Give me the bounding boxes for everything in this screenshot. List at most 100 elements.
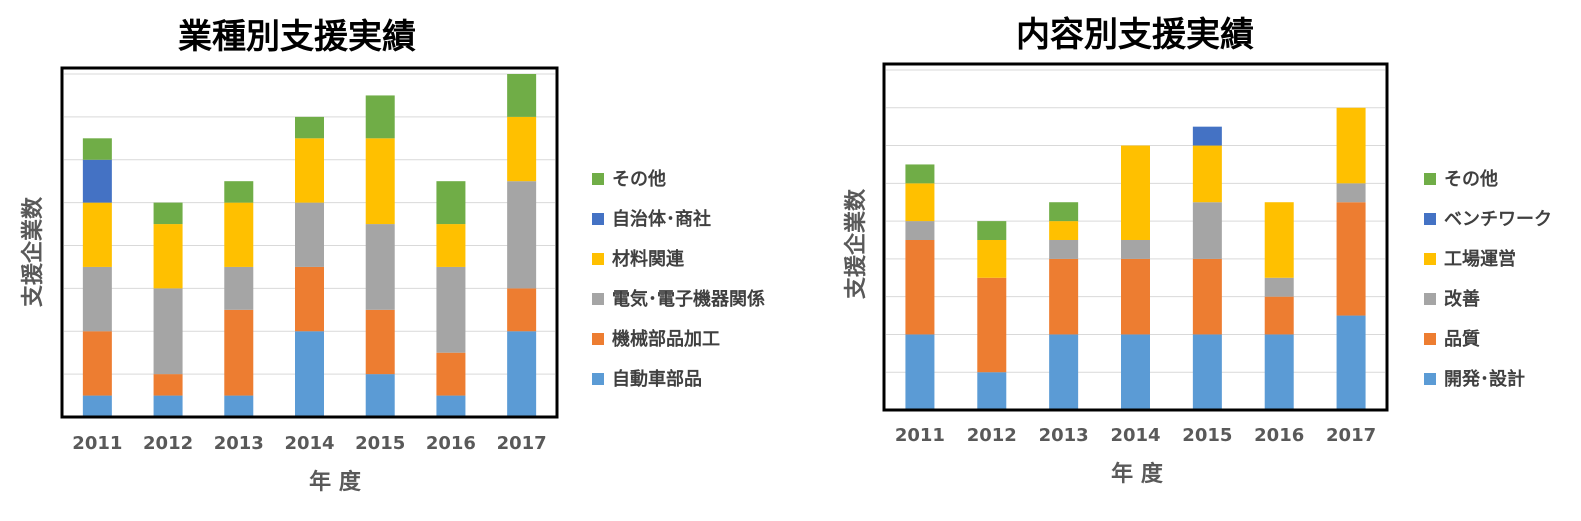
legend-item: 開発･設計 (1424, 368, 1525, 390)
bar-segment (82, 395, 112, 417)
legend-item: その他 (592, 168, 666, 190)
bar-segment (507, 331, 537, 417)
bar-segment (1336, 107, 1366, 184)
x-tick-label: 2017 (1326, 425, 1376, 446)
bar-segment (905, 334, 935, 410)
bar-segment (1192, 145, 1222, 203)
bar-segment (1264, 277, 1294, 297)
bar-segment (1049, 258, 1079, 335)
bar-segment (1192, 126, 1222, 146)
x-tick-label: 2013 (214, 433, 264, 454)
x-tick-label: 2012 (143, 433, 193, 454)
bar-segment (1264, 334, 1294, 410)
bar-segment (82, 331, 112, 396)
legend-swatch (1424, 293, 1436, 305)
bar-segment (1121, 240, 1150, 259)
bar-segment (1049, 240, 1079, 259)
legend-item: 電気･電子機器関係 (592, 288, 765, 310)
y-axis-title: 支援企業数 (843, 188, 869, 299)
bar-segment (977, 240, 1007, 278)
bar-segment (295, 138, 324, 203)
bar-segment (507, 116, 537, 182)
chart-1: 業種別支援実績 2011 2012 2013 2014 2015 2016 2017 年 度 支援… (20, 17, 765, 495)
bar-segment (82, 159, 112, 203)
legend-item: 自動車部品 (592, 368, 702, 390)
legend-label: 自治体･商社 (612, 208, 711, 230)
bar-segment (365, 95, 395, 139)
bar-segment (1121, 145, 1150, 240)
bar-segment (153, 374, 183, 396)
x-tick-label: 2017 (497, 433, 547, 454)
bar-segment (224, 309, 254, 396)
bar-segment (507, 181, 537, 289)
bar-segment (1121, 258, 1150, 335)
x-tick-label: 2013 (1039, 425, 1089, 446)
bar-segment (436, 395, 466, 417)
bar-segment (1049, 221, 1079, 240)
bar-segment (1336, 315, 1366, 410)
bar-segment (905, 240, 935, 335)
legend-label: 品質 (1444, 328, 1480, 350)
x-axis-title: 年 度 (309, 469, 362, 495)
x-tick-label: 2011 (895, 425, 945, 446)
bar-segment (977, 221, 1007, 240)
legend-label: 自動車部品 (612, 368, 702, 390)
x-tick-label: 2016 (426, 433, 476, 454)
bar-segment (1264, 202, 1294, 278)
bar-segment (365, 138, 395, 225)
legend-swatch (1424, 173, 1436, 185)
bar-segment (977, 372, 1007, 410)
bar-segment (153, 288, 183, 375)
bar-segment (1192, 334, 1222, 410)
bar-segment (224, 395, 254, 417)
bar-segment (905, 164, 935, 184)
legend-item: ベンチワーク (1424, 209, 1552, 230)
chart-title: 内容別支援実績 (1016, 15, 1254, 55)
bar-segment (153, 224, 183, 289)
bar-segment (1049, 334, 1079, 410)
bar-segment (82, 266, 112, 332)
legend-label: 電気･電子機器関係 (612, 288, 765, 310)
bar-segment (1121, 334, 1150, 410)
legend-swatch (592, 173, 604, 185)
legend-label: その他 (1444, 168, 1498, 190)
legend-label: 機械部品加工 (612, 328, 720, 350)
bar-segment (295, 331, 324, 417)
legend-item: 品質 (1424, 328, 1480, 350)
bar-segment (224, 202, 254, 267)
bar-segment (507, 288, 537, 332)
legend-item: その他 (1424, 168, 1498, 190)
legend-swatch (592, 293, 604, 305)
bar-segment (295, 266, 324, 332)
bar-segment (436, 266, 466, 353)
x-tick-label: 2014 (1110, 425, 1160, 446)
legend-swatch (592, 333, 604, 345)
legend-label: 開発･設計 (1444, 368, 1525, 390)
legend-swatch (1424, 373, 1436, 385)
y-axis-title: 支援企業数 (20, 196, 46, 307)
x-tick-label: 2014 (284, 433, 334, 454)
bar-segment (1264, 296, 1294, 335)
legend-swatch (592, 253, 604, 265)
bar-segment (365, 224, 395, 310)
bar-segment (436, 181, 466, 225)
bar-segment (436, 224, 466, 267)
bar-segment (905, 221, 935, 240)
bar-segment (1049, 202, 1079, 222)
legend-swatch (1424, 333, 1436, 345)
bar-segment (977, 277, 1007, 373)
legend-label: 材料関連 (612, 248, 685, 270)
chart-title: 業種別支援実績 (178, 17, 416, 57)
bar-segment (224, 266, 254, 310)
bar-segment (1192, 258, 1222, 335)
legend-item: 改善 (1424, 288, 1480, 310)
bar-segment (82, 138, 112, 160)
legend-item: 自治体･商社 (592, 208, 711, 230)
legend-label: 改善 (1444, 288, 1480, 310)
legend-swatch (592, 373, 604, 385)
legend-swatch (1424, 253, 1436, 265)
bar-segment (1336, 183, 1366, 203)
bar-segment (1336, 202, 1366, 316)
bar-segment (365, 309, 395, 375)
x-tick-label: 2015 (355, 433, 405, 454)
